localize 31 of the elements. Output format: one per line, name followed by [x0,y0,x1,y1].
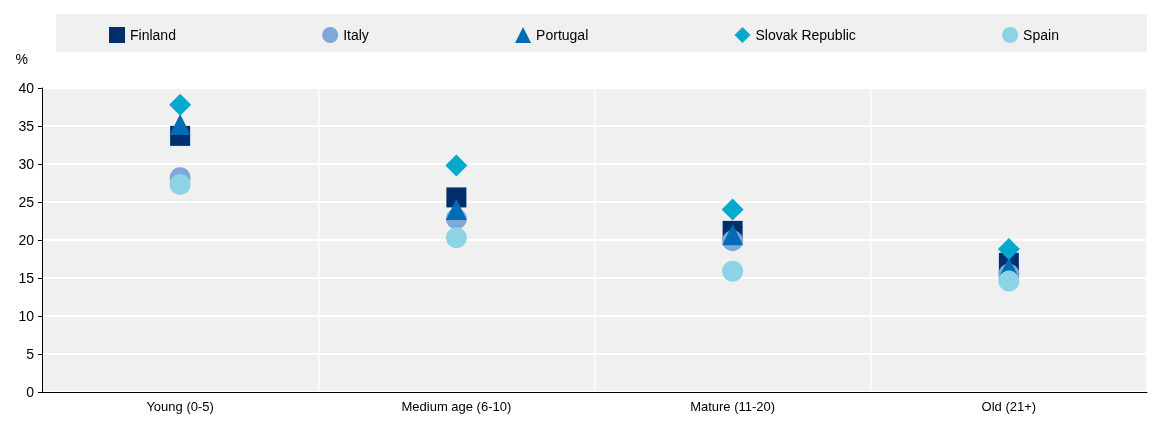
y-tick-label: 30 [18,156,35,172]
legend-label: Portugal [536,27,589,43]
x-tick-label: Old (21+) [981,399,1037,414]
point [169,174,191,196]
y-tick-label: 35 [18,118,35,134]
y-tick-label: 5 [26,346,35,362]
point [722,260,744,282]
point [445,154,468,177]
point [169,113,191,135]
legend-label: Spain [1023,27,1059,43]
y-tick-label: 0 [26,384,35,400]
point [997,238,1020,261]
point [998,270,1020,292]
y-tick-label: 15 [18,270,35,286]
legend-label: Finland [130,27,176,43]
legend-label: Slovak Republic [755,27,856,43]
point [721,198,744,221]
y-tick-label: 20 [18,232,35,248]
x-tick-label: Medium age (6-10) [401,399,512,414]
x-tick-label: Young (0-5) [146,399,214,414]
y-tick-label: 40 [18,80,35,96]
y-axis-title: % [15,51,28,67]
y-tick-label: 25 [18,194,35,210]
x-tick-label: Mature (11-20) [690,399,776,414]
point [722,224,744,246]
legend-label: Italy [343,27,369,43]
point [169,93,192,116]
y-tick-label: 10 [18,308,35,324]
point [446,187,467,208]
point [445,199,467,221]
point [445,227,467,249]
